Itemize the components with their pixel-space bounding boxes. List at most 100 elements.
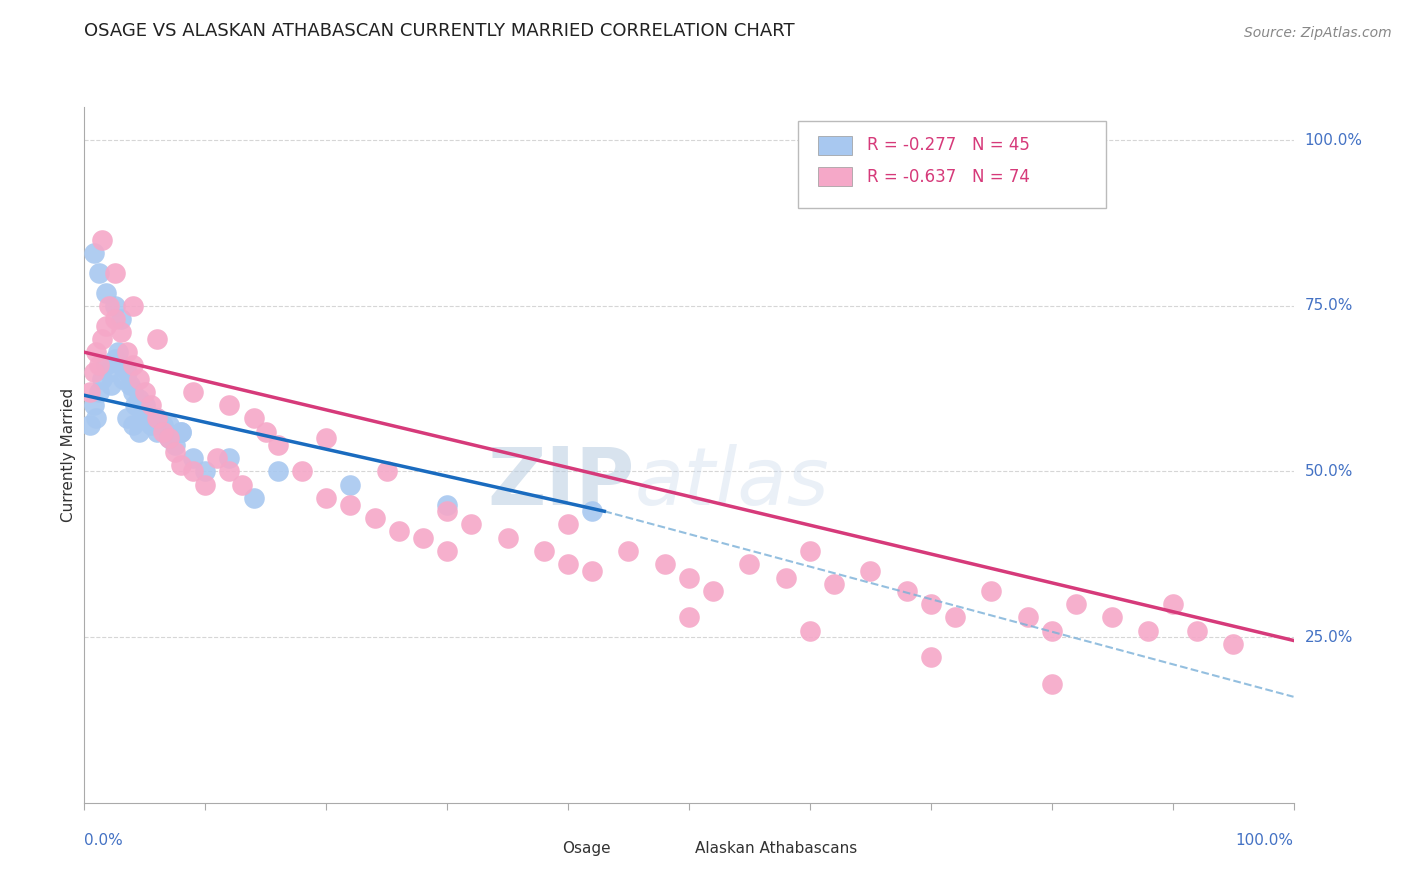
Point	[157, 431, 180, 445]
Point	[112, 372, 135, 386]
Point	[702, 583, 724, 598]
Point	[170, 425, 193, 439]
Point	[254, 425, 277, 439]
Point	[146, 411, 169, 425]
Point	[91, 332, 114, 346]
Point	[128, 425, 150, 439]
Point	[163, 444, 186, 458]
Point	[120, 378, 142, 392]
Point	[97, 299, 120, 313]
Point	[170, 458, 193, 472]
Point	[738, 558, 761, 572]
Point	[91, 233, 114, 247]
Point	[134, 411, 156, 425]
Point	[267, 465, 290, 479]
Y-axis label: Currently Married: Currently Married	[60, 388, 76, 522]
FancyBboxPatch shape	[818, 167, 852, 186]
Point	[152, 425, 174, 439]
Point	[436, 504, 458, 518]
Point	[124, 398, 146, 412]
Point	[152, 418, 174, 433]
Text: 100.0%: 100.0%	[1236, 833, 1294, 848]
Point	[128, 392, 150, 406]
Point	[146, 411, 169, 425]
Point	[388, 524, 411, 538]
Point	[181, 451, 204, 466]
Text: 75.0%: 75.0%	[1305, 298, 1353, 313]
Point	[83, 245, 105, 260]
Point	[218, 398, 240, 412]
Point	[581, 564, 603, 578]
Point	[134, 398, 156, 412]
Point	[194, 477, 217, 491]
Point	[170, 425, 193, 439]
Text: Alaskan Athabascans: Alaskan Athabascans	[695, 840, 858, 855]
Point	[291, 465, 314, 479]
Point	[799, 544, 821, 558]
Point	[121, 384, 143, 399]
Point	[678, 570, 700, 584]
Point	[557, 517, 579, 532]
Point	[121, 299, 143, 313]
Point	[460, 517, 482, 532]
Point	[139, 398, 162, 412]
Point	[86, 411, 108, 425]
Point	[1137, 624, 1160, 638]
Point	[496, 531, 519, 545]
Point	[412, 531, 434, 545]
FancyBboxPatch shape	[818, 136, 852, 155]
Point	[678, 610, 700, 624]
Point	[107, 345, 129, 359]
Point	[110, 359, 132, 373]
Point	[315, 431, 337, 445]
Point	[86, 345, 108, 359]
Point	[87, 266, 110, 280]
Point	[920, 650, 942, 665]
Text: 50.0%: 50.0%	[1305, 464, 1353, 479]
Text: ZIP: ZIP	[488, 443, 634, 522]
Point	[363, 511, 385, 525]
Point	[104, 351, 127, 366]
Point	[1161, 597, 1184, 611]
Point	[134, 384, 156, 399]
Point	[115, 365, 138, 379]
Point	[896, 583, 918, 598]
Point	[83, 365, 105, 379]
FancyBboxPatch shape	[526, 840, 553, 855]
Point	[339, 498, 361, 512]
Text: R = -0.637   N = 74: R = -0.637 N = 74	[866, 168, 1029, 186]
Point	[115, 345, 138, 359]
Point	[315, 491, 337, 505]
Point	[94, 318, 117, 333]
Point	[1222, 637, 1244, 651]
Text: atlas: atlas	[634, 443, 830, 522]
Point	[231, 477, 253, 491]
Point	[104, 299, 127, 313]
Point	[94, 285, 117, 300]
Point	[194, 465, 217, 479]
Point	[104, 312, 127, 326]
Point	[375, 465, 398, 479]
Point	[775, 570, 797, 584]
Point	[131, 405, 153, 419]
Point	[157, 431, 180, 445]
Point	[533, 544, 555, 558]
Text: 25.0%: 25.0%	[1305, 630, 1353, 645]
Point	[823, 577, 845, 591]
Point	[218, 451, 240, 466]
Point	[157, 418, 180, 433]
Point	[181, 384, 204, 399]
Point	[163, 438, 186, 452]
Point	[146, 332, 169, 346]
Point	[617, 544, 640, 558]
Point	[267, 438, 290, 452]
Point	[1185, 624, 1208, 638]
Point	[97, 365, 120, 379]
Point	[1017, 610, 1039, 624]
Point	[139, 418, 162, 433]
Point	[100, 378, 122, 392]
Point	[115, 411, 138, 425]
Point	[121, 359, 143, 373]
Point	[1101, 610, 1123, 624]
Point	[218, 465, 240, 479]
